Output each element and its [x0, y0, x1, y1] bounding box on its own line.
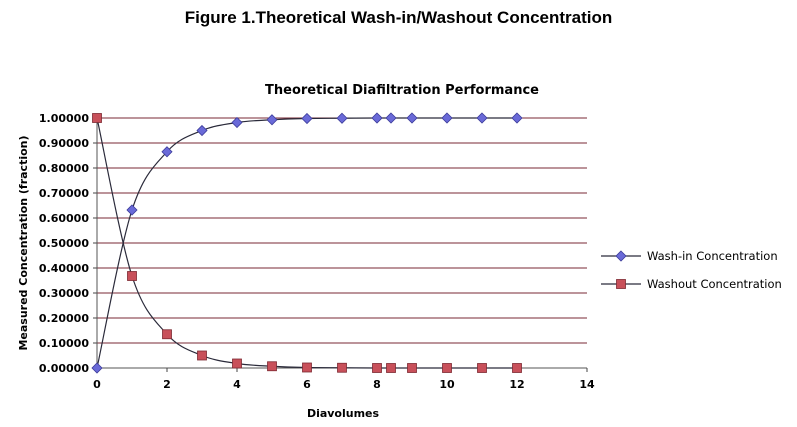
- y-tick-label: 0.20000: [39, 312, 89, 325]
- y-axis-label: Measured Concentration (fraction): [17, 135, 30, 350]
- legend-item: Washout Concentration: [601, 277, 782, 291]
- data-point: [371, 112, 383, 124]
- y-tick-label: 0.80000: [39, 162, 89, 175]
- y-tick-label: 0.00000: [39, 362, 89, 375]
- series-washout: [92, 113, 522, 373]
- chart-title: Theoretical Diafiltration Performance: [265, 83, 539, 98]
- data-point: [92, 113, 102, 123]
- legend-label: Wash-in Concentration: [647, 249, 778, 263]
- data-point: [301, 112, 313, 125]
- y-tick-label: 0.60000: [39, 212, 89, 225]
- series-wash-in: [91, 112, 523, 374]
- data-point: [231, 116, 243, 129]
- data-point: [407, 363, 417, 373]
- x-tick-label: 6: [303, 378, 311, 391]
- figure-title: Figure 1.Theoretical Wash-in/Washout Con…: [184, 8, 613, 27]
- data-point: [232, 358, 242, 369]
- legend-marker: [615, 250, 627, 262]
- x-tick-label: 14: [579, 378, 595, 391]
- y-tick-labels: 0.00000 0.10000 0.20000 0.30000 0.40000 0.500…: [39, 112, 89, 375]
- data-point: [91, 362, 103, 374]
- data-point: [336, 112, 348, 124]
- data-point: [162, 329, 172, 340]
- data-point: [406, 112, 418, 124]
- series-group: [91, 112, 523, 374]
- legend: Wash-in Concentration Washout Concentrati…: [601, 249, 782, 291]
- data-point: [197, 350, 207, 361]
- x-tick-label: 0: [93, 378, 101, 391]
- data-point: [126, 204, 138, 216]
- legend-label: Washout Concentration: [647, 277, 782, 291]
- data-point: [441, 112, 453, 124]
- data-point: [337, 362, 347, 373]
- x-tick-label: 2: [163, 378, 171, 391]
- y-tick-label: 1.00000: [39, 112, 89, 125]
- y-tick-label: 0.10000: [39, 337, 89, 350]
- y-tick-label: 0.70000: [39, 187, 89, 200]
- y-tick-label: 0.30000: [39, 287, 89, 300]
- legend-item: Wash-in Concentration: [601, 249, 778, 263]
- x-axis-label: Diavolumes: [307, 407, 380, 420]
- x-tick-label: 10: [439, 378, 455, 391]
- y-tick-label: 0.50000: [39, 237, 89, 250]
- data-point: [267, 361, 277, 372]
- data-point: [266, 114, 278, 126]
- data-point: [372, 363, 382, 373]
- data-point: [512, 363, 522, 373]
- x-tick-label: 4: [233, 378, 241, 391]
- data-point: [161, 146, 173, 158]
- y-tick-label: 0.40000: [39, 262, 89, 275]
- x-tick-labels: 0 2 4 6 8 10 12 14: [93, 378, 595, 391]
- data-point: [442, 363, 452, 373]
- x-tick-label: 12: [509, 378, 524, 391]
- data-point: [127, 271, 137, 281]
- data-point: [196, 124, 208, 137]
- x-tick-label: 8: [373, 378, 381, 391]
- legend-marker: [616, 279, 626, 289]
- y-tick-label: 0.90000: [39, 137, 89, 150]
- data-point: [302, 362, 312, 373]
- data-point: [385, 112, 397, 124]
- data-point: [511, 112, 523, 124]
- data-point: [476, 112, 488, 124]
- data-point: [477, 363, 487, 373]
- data-point: [386, 363, 396, 373]
